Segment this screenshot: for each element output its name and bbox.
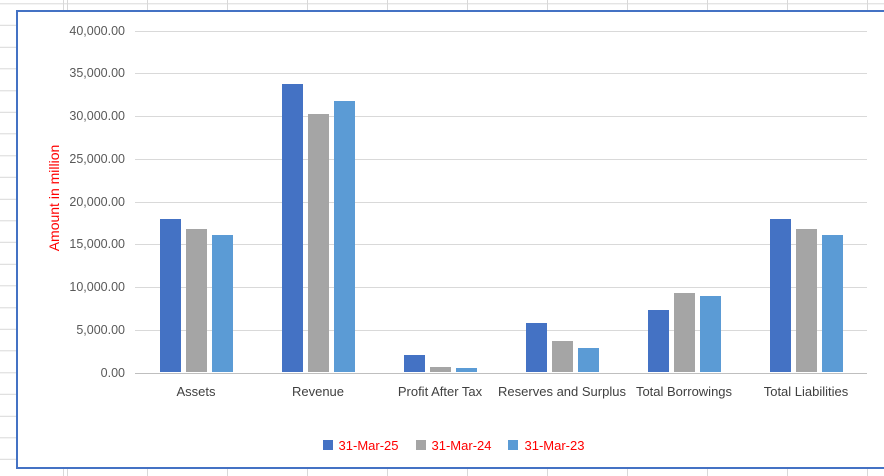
bar[interactable] <box>455 368 477 373</box>
legend-label: 31-Mar-23 <box>524 437 585 453</box>
legend-label: 31-Mar-24 <box>431 437 492 453</box>
gridline <box>135 158 867 160</box>
gridline <box>135 73 867 75</box>
bar[interactable] <box>699 296 721 373</box>
bar[interactable] <box>403 355 425 373</box>
y-tick-label: 40,000.00 <box>69 23 125 38</box>
bar[interactable] <box>429 366 451 373</box>
legend-swatch-icon <box>322 440 333 450</box>
category-label: Reserves and Surplus <box>498 384 626 399</box>
bar[interactable] <box>333 101 355 373</box>
category-label: Assets <box>176 384 216 399</box>
category-label: Total Liabilities <box>763 384 849 399</box>
legend-label: 31-Mar-25 <box>338 437 399 453</box>
y-tick-label: 15,000.00 <box>69 237 125 252</box>
y-tick-label: 5,000.00 <box>76 322 125 337</box>
bar[interactable] <box>185 228 207 373</box>
category-label: Profit After Tax <box>397 384 483 399</box>
y-tick-label: 10,000.00 <box>69 280 125 294</box>
bar[interactable] <box>647 309 669 373</box>
bar[interactable] <box>795 228 817 373</box>
gridline <box>135 30 867 32</box>
bar[interactable] <box>769 218 791 373</box>
legend-swatch-icon <box>415 440 426 450</box>
legend-item[interactable]: 31-Mar-23 <box>508 438 584 453</box>
bar[interactable] <box>525 322 547 373</box>
y-tick-label: 25,000.00 <box>69 151 125 166</box>
bar[interactable] <box>673 292 695 373</box>
chart-legend: 31-Mar-25 31-Mar-24 31-Mar-23 <box>18 436 884 454</box>
legend-item[interactable]: 31-Mar-24 <box>415 437 492 453</box>
chart-object[interactable]: Amount in million 0.00 5,000.00 10,000.00 1… <box>16 10 884 469</box>
bar[interactable] <box>159 218 181 373</box>
bar[interactable] <box>307 114 329 373</box>
legend-swatch-icon <box>508 440 519 450</box>
y-tick-label: 20,000.00 <box>69 194 125 209</box>
category-label: Revenue <box>291 384 345 399</box>
bar[interactable] <box>551 341 573 373</box>
bar[interactable] <box>821 234 843 373</box>
category-axis-line <box>135 372 867 374</box>
gridline <box>135 116 867 117</box>
gridline <box>135 287 867 288</box>
y-tick-label: 0.00 <box>100 365 125 380</box>
y-tick-label: 30,000.00 <box>69 109 125 123</box>
gridline <box>135 201 867 203</box>
gridline <box>135 244 867 246</box>
y-tick-label: 35,000.00 <box>69 66 125 81</box>
legend-item[interactable]: 31-Mar-25 <box>322 437 399 453</box>
bar[interactable] <box>211 234 233 373</box>
bar[interactable] <box>577 347 599 373</box>
gridline <box>135 329 867 331</box>
bar[interactable] <box>281 83 303 373</box>
category-label: Total Borrowings <box>635 384 733 399</box>
